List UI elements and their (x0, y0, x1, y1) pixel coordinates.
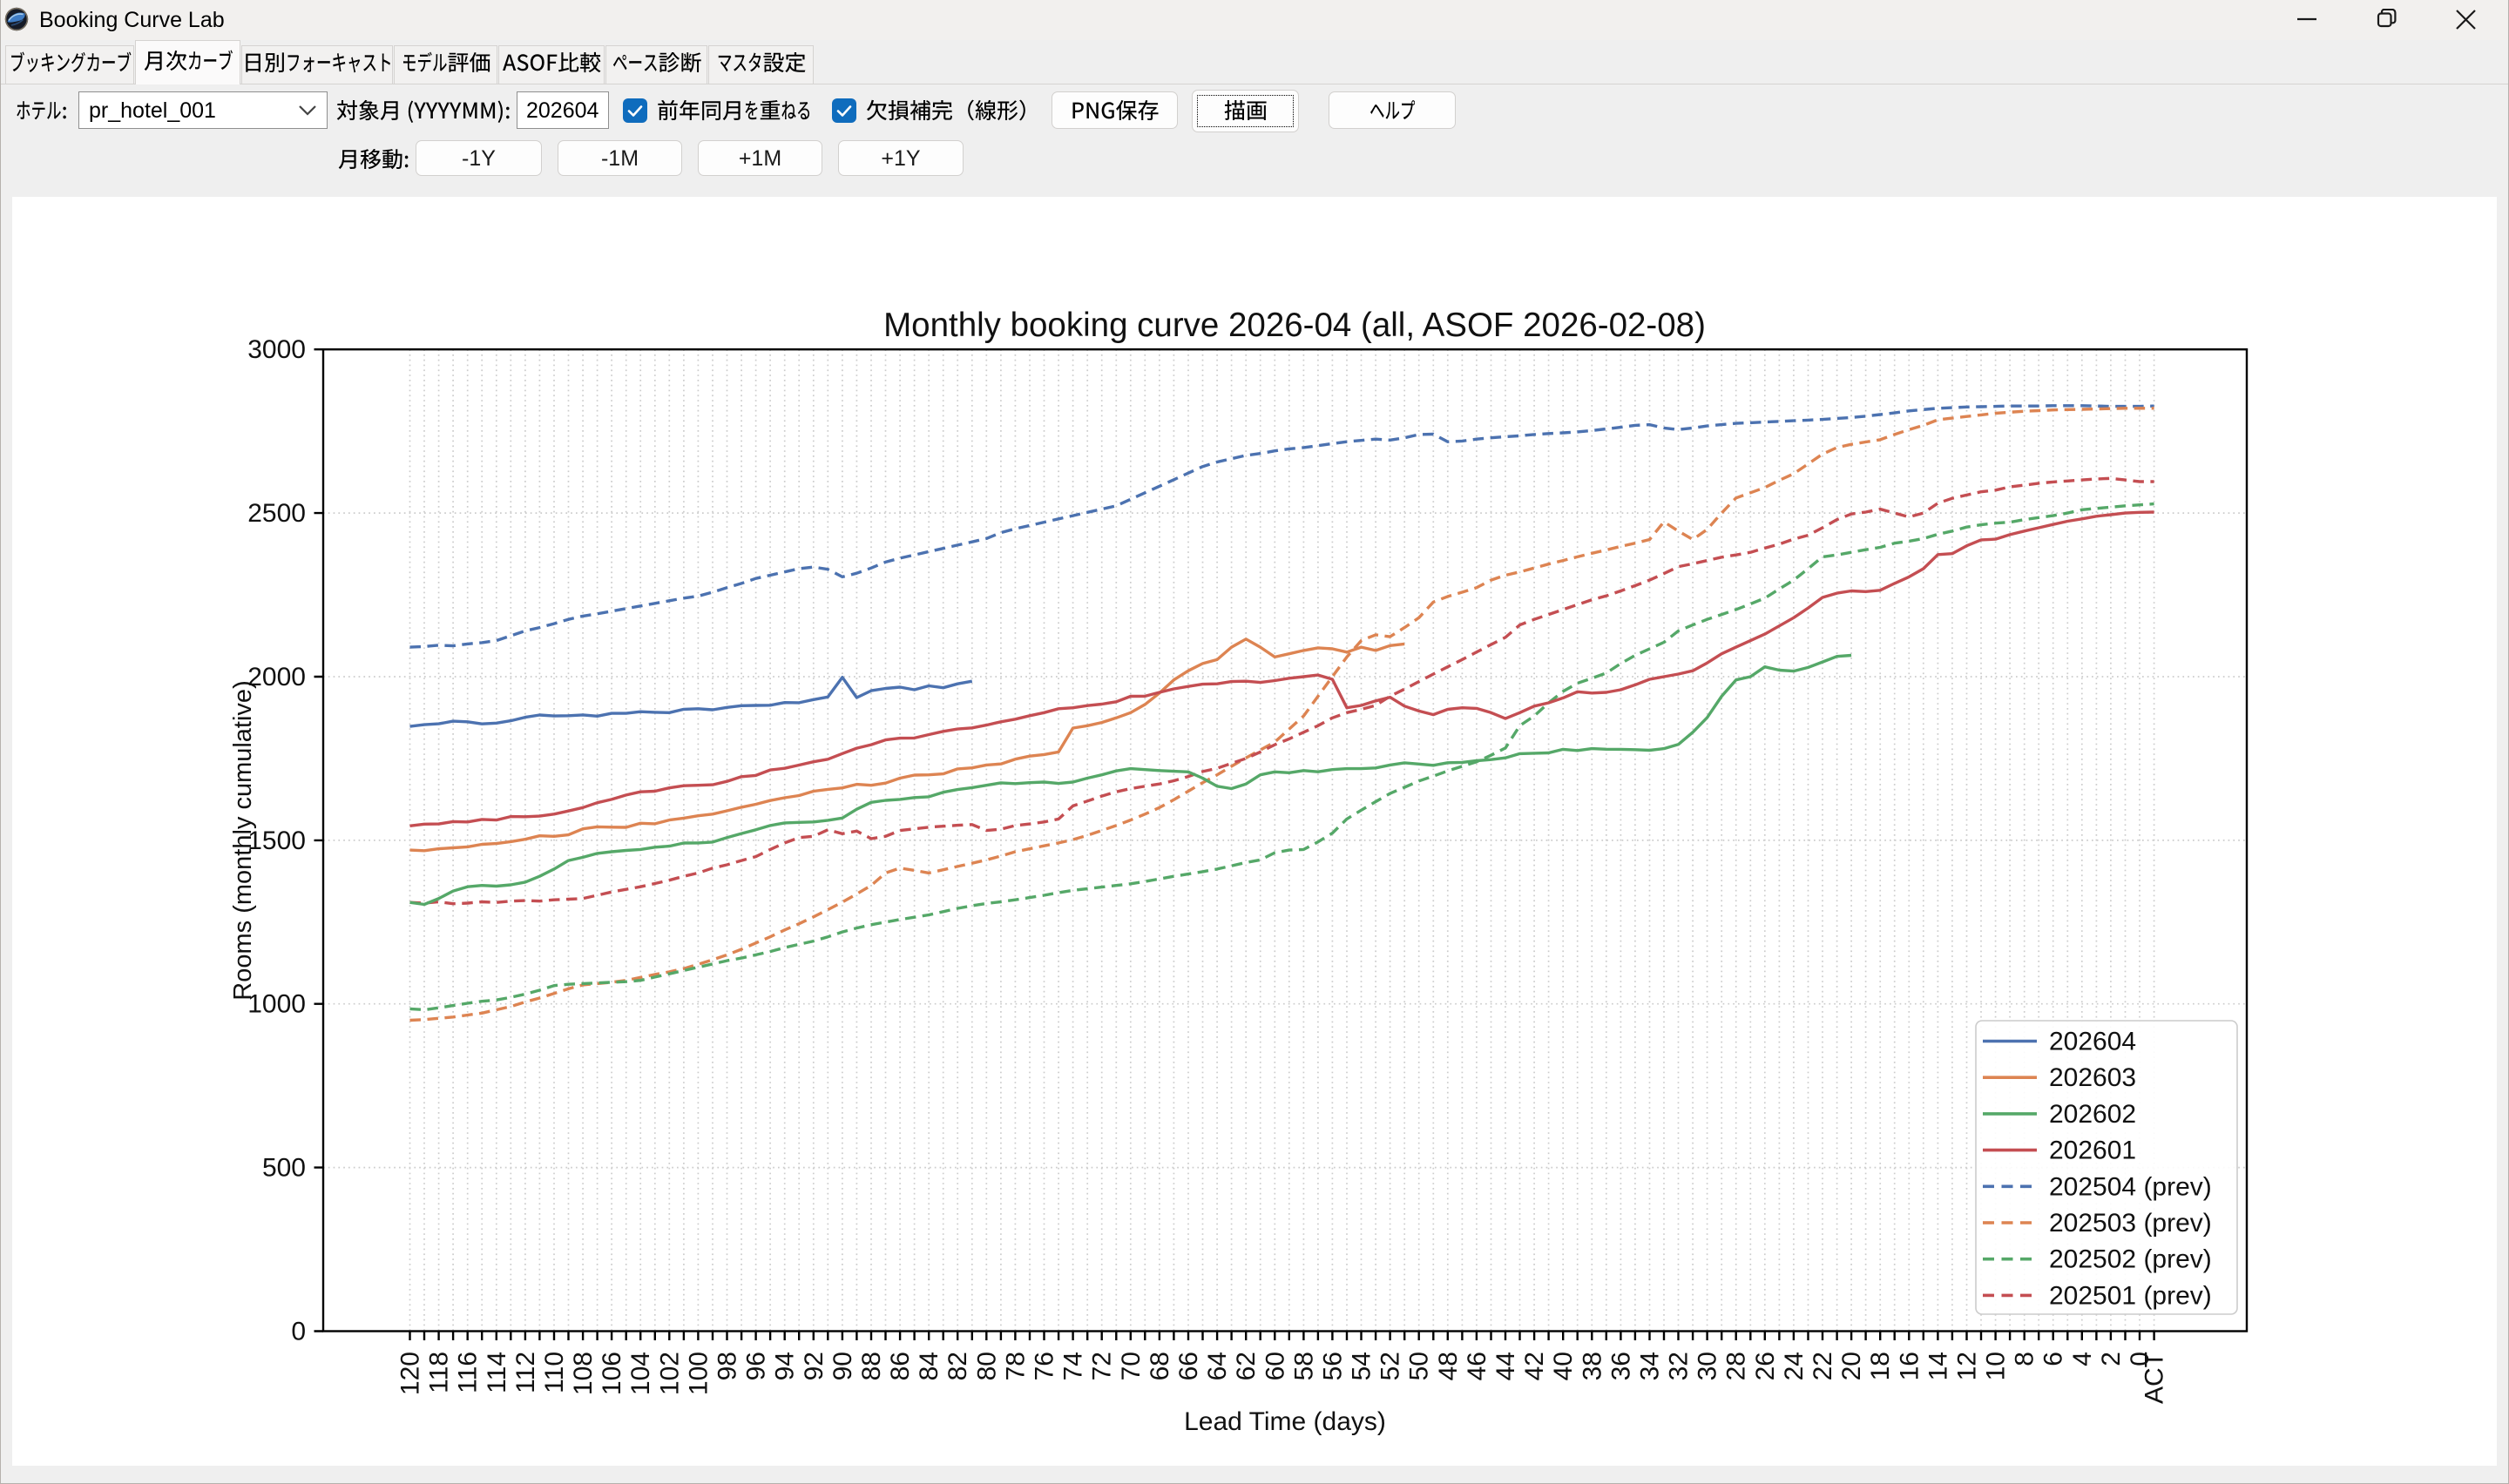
svg-text:44: 44 (1491, 1352, 1520, 1380)
svg-text:42: 42 (1520, 1352, 1549, 1380)
svg-text:8: 8 (2011, 1352, 2039, 1366)
svg-text:118: 118 (425, 1352, 454, 1393)
svg-text:28: 28 (1722, 1352, 1751, 1380)
svg-text:82: 82 (943, 1352, 972, 1380)
svg-text:2: 2 (2097, 1352, 2126, 1366)
svg-text:116: 116 (454, 1352, 483, 1393)
svg-text:36: 36 (1606, 1352, 1635, 1380)
svg-text:112: 112 (511, 1352, 540, 1393)
svg-text:22: 22 (1809, 1352, 1837, 1380)
svg-text:96: 96 (742, 1352, 771, 1380)
svg-text:1500: 1500 (247, 826, 306, 855)
svg-text:80: 80 (972, 1352, 1001, 1380)
svg-text:46: 46 (1463, 1352, 1491, 1380)
svg-text:78: 78 (1001, 1352, 1030, 1380)
svg-text:94: 94 (771, 1352, 800, 1380)
svg-text:2000: 2000 (247, 663, 306, 691)
svg-text:30: 30 (1694, 1352, 1722, 1380)
svg-text:202501 (prev): 202501 (prev) (2049, 1281, 2212, 1310)
svg-text:0: 0 (2126, 1352, 2154, 1366)
svg-text:4: 4 (2068, 1352, 2097, 1366)
svg-text:16: 16 (1895, 1352, 1924, 1380)
svg-text:0: 0 (291, 1318, 306, 1346)
svg-text:50: 50 (1405, 1352, 1434, 1380)
svg-text:24: 24 (1780, 1352, 1809, 1380)
svg-text:2500: 2500 (247, 499, 306, 528)
svg-text:62: 62 (1232, 1352, 1261, 1380)
svg-text:202602: 202602 (2049, 1100, 2136, 1129)
svg-text:54: 54 (1348, 1352, 1376, 1380)
svg-text:1000: 1000 (247, 990, 306, 1019)
svg-text:Rooms (monthly cumulative): Rooms (monthly cumulative) (229, 680, 257, 1000)
svg-text:48: 48 (1434, 1352, 1463, 1380)
svg-text:104: 104 (626, 1352, 655, 1395)
svg-text:10: 10 (1982, 1352, 2011, 1380)
svg-text:32: 32 (1665, 1352, 1694, 1380)
svg-text:6: 6 (2039, 1352, 2068, 1366)
svg-text:106: 106 (598, 1352, 626, 1395)
svg-text:74: 74 (1059, 1352, 1088, 1380)
svg-text:64: 64 (1203, 1352, 1232, 1380)
svg-text:88: 88 (857, 1352, 886, 1380)
svg-text:70: 70 (1117, 1352, 1146, 1380)
svg-text:202502 (prev): 202502 (prev) (2049, 1245, 2212, 1274)
svg-text:500: 500 (262, 1154, 306, 1183)
svg-text:Lead Time (days): Lead Time (days) (1184, 1407, 1386, 1436)
svg-text:202604: 202604 (2049, 1028, 2136, 1056)
svg-text:76: 76 (1031, 1352, 1059, 1380)
svg-text:20: 20 (1837, 1352, 1866, 1380)
svg-text:90: 90 (828, 1352, 857, 1380)
svg-text:56: 56 (1318, 1352, 1347, 1380)
svg-text:108: 108 (569, 1352, 598, 1395)
svg-text:14: 14 (1924, 1352, 1952, 1380)
svg-text:66: 66 (1174, 1352, 1203, 1380)
svg-text:202603: 202603 (2049, 1063, 2136, 1092)
svg-text:38: 38 (1578, 1352, 1606, 1380)
svg-text:ACT: ACT (2140, 1352, 2169, 1404)
svg-text:86: 86 (886, 1352, 915, 1380)
svg-text:68: 68 (1146, 1352, 1174, 1380)
svg-text:18: 18 (1866, 1352, 1895, 1380)
svg-text:110: 110 (540, 1352, 569, 1393)
svg-text:60: 60 (1261, 1352, 1289, 1380)
svg-text:3000: 3000 (247, 335, 306, 364)
svg-text:12: 12 (1953, 1352, 1982, 1380)
svg-text:102: 102 (655, 1352, 684, 1395)
svg-text:114: 114 (483, 1352, 511, 1393)
svg-text:26: 26 (1751, 1352, 1780, 1380)
svg-text:Monthly booking curve 2026-04: Monthly booking curve 2026-04 (all, ASOF… (883, 307, 1706, 344)
svg-text:34: 34 (1636, 1352, 1665, 1380)
svg-text:98: 98 (713, 1352, 742, 1380)
svg-text:40: 40 (1549, 1352, 1578, 1380)
svg-text:58: 58 (1289, 1352, 1318, 1380)
svg-text:84: 84 (915, 1352, 943, 1380)
svg-text:202504 (prev): 202504 (prev) (2049, 1172, 2212, 1201)
svg-text:72: 72 (1088, 1352, 1117, 1380)
svg-text:92: 92 (800, 1352, 828, 1380)
svg-text:100: 100 (684, 1352, 713, 1395)
svg-text:52: 52 (1376, 1352, 1405, 1380)
svg-text:202601: 202601 (2049, 1137, 2136, 1165)
svg-text:202503 (prev): 202503 (prev) (2049, 1209, 2212, 1238)
svg-text:120: 120 (396, 1352, 425, 1395)
